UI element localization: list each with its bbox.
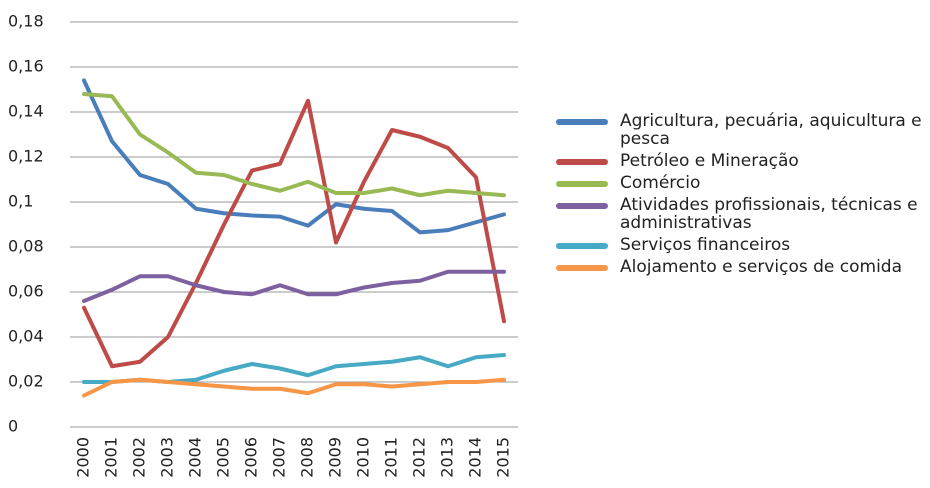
legend-label: Comércio bbox=[620, 173, 701, 193]
x-tick-label: 2006 bbox=[242, 437, 261, 478]
legend: Agricultura, pecuária, aquicultura e pes… bbox=[556, 112, 928, 280]
x-tick-label: 2010 bbox=[354, 437, 373, 478]
x-tick-label: 2012 bbox=[410, 437, 429, 478]
legend-swatch bbox=[556, 159, 608, 165]
x-tick-label: 2000 bbox=[74, 437, 93, 478]
series-line bbox=[82, 92, 506, 198]
legend-swatch bbox=[556, 243, 608, 249]
y-tick-label: 0,06 bbox=[8, 282, 44, 301]
x-tick-label: 2003 bbox=[158, 437, 177, 478]
y-tick-label: 0,1 bbox=[8, 192, 33, 211]
x-tick-label: 2013 bbox=[438, 437, 457, 478]
x-tick-label: 2001 bbox=[102, 437, 121, 478]
legend-swatch bbox=[556, 119, 608, 125]
x-tick-label: 2008 bbox=[298, 437, 317, 478]
x-tick-label: 2009 bbox=[326, 437, 345, 478]
legend-swatch bbox=[556, 203, 608, 209]
x-tick-label: 2011 bbox=[382, 437, 401, 478]
legend-item: Comércio bbox=[556, 174, 928, 192]
y-tick-label: 0,18 bbox=[8, 12, 44, 31]
legend-item: Serviços financeiros bbox=[556, 236, 928, 254]
series-line bbox=[82, 98, 506, 369]
x-tick-label: 2014 bbox=[466, 437, 485, 478]
series-line bbox=[82, 78, 506, 235]
series-line bbox=[82, 269, 506, 303]
series-line bbox=[82, 377, 506, 398]
x-tick-label: 2007 bbox=[270, 437, 289, 478]
y-tick-label: 0 bbox=[8, 417, 18, 436]
legend-item: Agricultura, pecuária, aquicultura e pes… bbox=[556, 112, 928, 148]
legend-label: Agricultura, pecuária, aquicultura e pes… bbox=[620, 111, 922, 149]
legend-label: Petróleo e Mineração bbox=[620, 151, 799, 171]
y-tick-label: 0,12 bbox=[8, 147, 44, 166]
legend-item: Petróleo e Mineração bbox=[556, 152, 928, 170]
legend-item: Atividades profissionais, técnicas e adm… bbox=[556, 196, 928, 232]
legend-label: Atividades profissionais, técnicas e adm… bbox=[620, 195, 918, 233]
y-tick-label: 0,02 bbox=[8, 372, 44, 391]
legend-item: Alojamento e serviços de comida bbox=[556, 258, 928, 276]
y-tick-label: 0,04 bbox=[8, 327, 44, 346]
series-line bbox=[82, 353, 506, 384]
legend-swatch bbox=[556, 181, 608, 187]
legend-swatch bbox=[556, 265, 608, 271]
x-tick-label: 2015 bbox=[494, 437, 513, 478]
x-tick-label: 2002 bbox=[130, 437, 149, 478]
y-tick-label: 0,08 bbox=[8, 237, 44, 256]
y-tick-label: 0,14 bbox=[8, 102, 44, 121]
x-tick-label: 2004 bbox=[186, 437, 205, 478]
x-tick-label: 2005 bbox=[214, 437, 233, 478]
y-tick-label: 0,16 bbox=[8, 57, 44, 76]
legend-label: Serviços financeiros bbox=[620, 235, 791, 255]
legend-label: Alojamento e serviços de comida bbox=[620, 257, 903, 277]
